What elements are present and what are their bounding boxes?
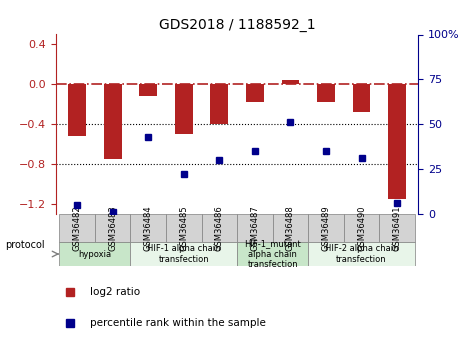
Text: GSM36490: GSM36490 bbox=[357, 205, 366, 250]
FancyBboxPatch shape bbox=[131, 214, 166, 242]
Text: GSM36483: GSM36483 bbox=[108, 205, 117, 251]
Text: protocol: protocol bbox=[5, 240, 44, 250]
FancyBboxPatch shape bbox=[166, 214, 202, 242]
Bar bbox=[140, 84, 157, 96]
FancyBboxPatch shape bbox=[237, 242, 308, 266]
FancyBboxPatch shape bbox=[95, 214, 131, 242]
Bar bbox=[246, 84, 264, 102]
Bar bbox=[353, 84, 371, 112]
FancyBboxPatch shape bbox=[308, 214, 344, 242]
Text: GSM36487: GSM36487 bbox=[251, 205, 259, 251]
FancyBboxPatch shape bbox=[272, 214, 308, 242]
Text: HIF-1 alpha chain
transfection: HIF-1 alpha chain transfection bbox=[147, 244, 220, 264]
Bar bbox=[282, 80, 299, 84]
FancyBboxPatch shape bbox=[308, 242, 415, 266]
Text: GSM36484: GSM36484 bbox=[144, 205, 153, 251]
Text: GSM36482: GSM36482 bbox=[73, 205, 82, 251]
Text: HIF-2 alpha chain
transfection: HIF-2 alpha chain transfection bbox=[325, 244, 399, 264]
Text: GSM36489: GSM36489 bbox=[321, 205, 331, 251]
Text: GSM36485: GSM36485 bbox=[179, 205, 188, 251]
FancyBboxPatch shape bbox=[131, 242, 237, 266]
FancyBboxPatch shape bbox=[379, 214, 415, 242]
Text: HIF-1_mutant
alpha chain
transfection: HIF-1_mutant alpha chain transfection bbox=[244, 239, 301, 269]
FancyBboxPatch shape bbox=[237, 214, 272, 242]
Text: GSM36488: GSM36488 bbox=[286, 205, 295, 251]
Bar bbox=[211, 84, 228, 124]
Bar bbox=[68, 84, 86, 136]
Text: hypoxia: hypoxia bbox=[78, 249, 112, 258]
Text: percentile rank within the sample: percentile rank within the sample bbox=[90, 318, 266, 327]
Bar bbox=[317, 84, 335, 102]
FancyBboxPatch shape bbox=[202, 214, 237, 242]
Bar bbox=[175, 84, 193, 134]
Text: GSM36491: GSM36491 bbox=[392, 205, 402, 250]
Text: log2 ratio: log2 ratio bbox=[90, 287, 140, 296]
Text: GSM36486: GSM36486 bbox=[215, 205, 224, 251]
FancyBboxPatch shape bbox=[60, 214, 95, 242]
Bar bbox=[388, 84, 406, 199]
Bar bbox=[104, 84, 121, 159]
FancyBboxPatch shape bbox=[60, 242, 131, 266]
Title: GDS2018 / 1188592_1: GDS2018 / 1188592_1 bbox=[159, 18, 315, 32]
FancyBboxPatch shape bbox=[344, 214, 379, 242]
